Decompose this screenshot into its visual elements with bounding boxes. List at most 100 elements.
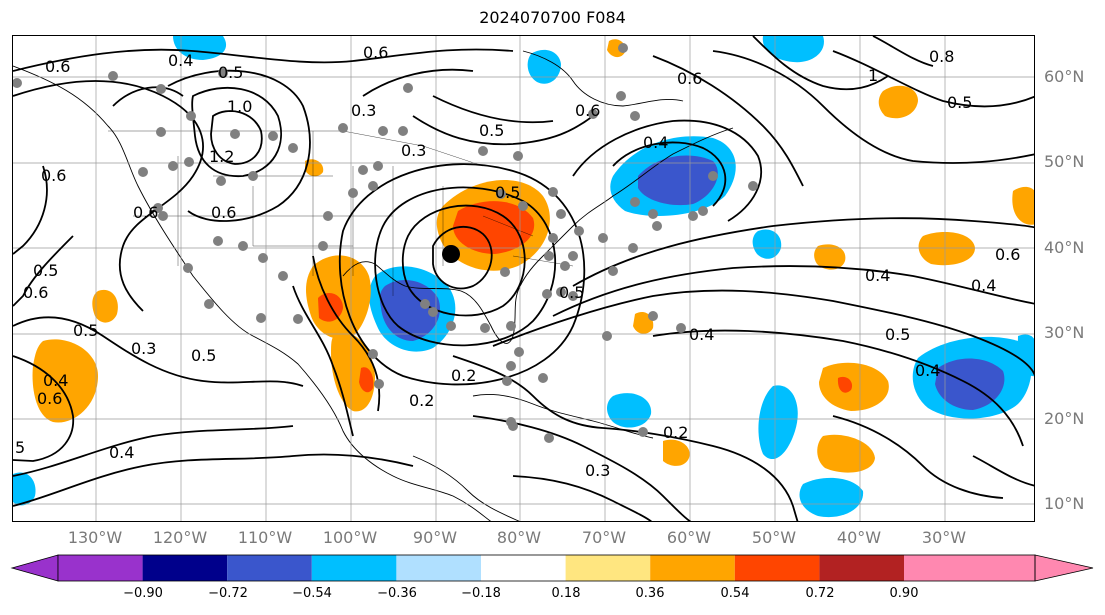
low-center [442,245,460,263]
contour-label: 0.5 [947,93,972,112]
cold-anomaly-gulf-core [379,279,441,341]
cold-anomaly-south-3 [607,393,652,428]
contour-label: 1.2 [209,147,234,166]
colorbar-tick: 0.36 [635,586,665,601]
contour-label: 1 [868,66,878,85]
warm-anomaly-mexico-core [359,367,374,393]
contour-label: 0.2 [663,423,688,442]
contour-label: 1.0 [227,97,252,116]
colorbar-segment [734,555,820,581]
contour-label: 0.2 [409,391,434,410]
contour-lines [13,36,1034,521]
warm-anomaly-tropic-2 [663,439,690,466]
colorbar [10,554,1094,582]
contour-label: 0.5 [885,325,910,344]
colorbar-tick: −0.36 [377,586,417,601]
lat-label-30n: 30°N [1044,323,1085,342]
lat-label-60n: 60°N [1044,67,1085,86]
contour-label: 0.6 [575,101,600,120]
cold-anomaly-east-edge [1017,334,1034,377]
warm-anomaly-pacific-small [92,289,118,323]
contour-label: 0.5 [218,63,243,82]
contour-label: 0.6 [133,203,158,222]
map-panel: 0.6 0.4 0.5 1.0 1.2 0.6 0.6 0.5 0.6 0.5 … [12,35,1035,522]
cold-anomaly-south-4 [752,229,782,259]
map-svg: 0.6 0.4 0.5 1.0 1.2 0.6 0.6 0.5 0.6 0.5 … [13,36,1034,521]
contour-label: 0.6 [23,283,48,302]
colorbar-segment [227,555,312,581]
colorbar-segment [565,555,651,581]
warm-anomaly-atlantic-1-core [837,376,853,393]
warm-anomaly-tropic-1 [817,434,875,473]
cold-anomaly-north-3 [527,49,561,84]
contour-label: 0.4 [689,325,714,344]
lat-label-40n: 40°N [1044,238,1085,257]
contour-label: 0.4 [168,51,193,70]
contour-label: 0.6 [995,245,1020,264]
contour-label: 0.4 [643,133,668,152]
contour-label: 0.2 [451,366,476,385]
colorbar-segment [142,555,228,581]
warm-anomaly-atlantic-1 [819,362,889,411]
cold-anomaly-north-1 [173,36,227,60]
contour-label: 0.4 [109,443,134,462]
contour-label: 0.6 [677,69,702,88]
colorbar-segments [10,554,1094,582]
lon-label-50w: 50°W [751,528,797,547]
colorbar-extend-high [1034,554,1094,582]
colorbar-segment [904,555,1035,581]
cold-anomaly-south-1 [758,385,798,460]
contour-label: 0.5 [495,183,520,202]
contour-label: 0.5 [73,321,98,340]
contour-label: 0.3 [401,141,426,160]
contour-label: 5 [15,438,25,457]
lon-label-130w: 130°W [67,528,123,547]
contour-label: 0.8 [929,47,954,66]
contour-label: 0.3 [351,101,376,120]
warm-anomaly-atlantic-2 [918,232,975,266]
cold-anomaly-south-2 [799,477,864,518]
colorbar-segment [58,555,143,581]
contour-label: 0.4 [971,276,996,295]
colorbar-segment [311,555,397,581]
warm-anomaly-west-small [305,159,324,177]
contour-label: 0.5 [559,283,584,302]
contour-label: 0.3 [131,339,156,358]
contour-label-group: 0.6 0.4 0.5 1.0 1.2 0.6 0.6 0.5 0.6 0.5 … [15,43,1020,480]
contour-label: 0.4 [865,266,890,285]
lon-label-40w: 40°W [836,528,882,547]
contour-label: 0.6 [37,389,62,408]
station-dots [13,43,758,443]
lon-label-80w: 80°W [496,528,542,547]
contour-label: 0.4 [43,371,68,390]
warm-anomaly-atlantic-5 [814,244,846,270]
colorbar-tick: −0.72 [208,586,248,601]
lon-label-100w: 100°W [322,528,378,547]
colorbar-extend-low [10,554,59,582]
lon-label-30w: 30°W [921,528,967,547]
colorbar-tick: 0.18 [551,586,581,601]
contour-label: 0.5 [33,261,58,280]
map-title: 2024070700 F084 [479,8,626,27]
contour-label: 0.6 [41,166,66,185]
cold-anomaly-newfoundland-core [638,155,718,206]
contour-label: 0.5 [479,121,504,140]
colorbar-segment [819,555,904,581]
contour-label: 0.6 [363,43,388,62]
lat-label-10n: 10°N [1044,494,1085,513]
colorbar-tick: −0.18 [461,586,501,601]
warm-anomaly-atlantic-4 [878,85,918,119]
warm-anomaly-pacific-west [32,339,98,423]
lon-label-120w: 120°W [152,528,208,547]
colorbar-segment [650,555,735,581]
colorbar-tick: −0.90 [123,586,163,601]
colorbar-segment [481,555,566,581]
colorbar-tick: 0.72 [805,586,835,601]
lat-label-20n: 20°N [1044,409,1085,428]
cold-anomaly-north-2 [762,36,824,63]
lat-label-50n: 50°N [1044,152,1085,171]
lon-label-90w: 90°W [412,528,458,547]
colorbar-tick: 0.90 [889,586,919,601]
cold-anomaly-west [13,472,36,506]
colorbar-segment [396,555,481,581]
